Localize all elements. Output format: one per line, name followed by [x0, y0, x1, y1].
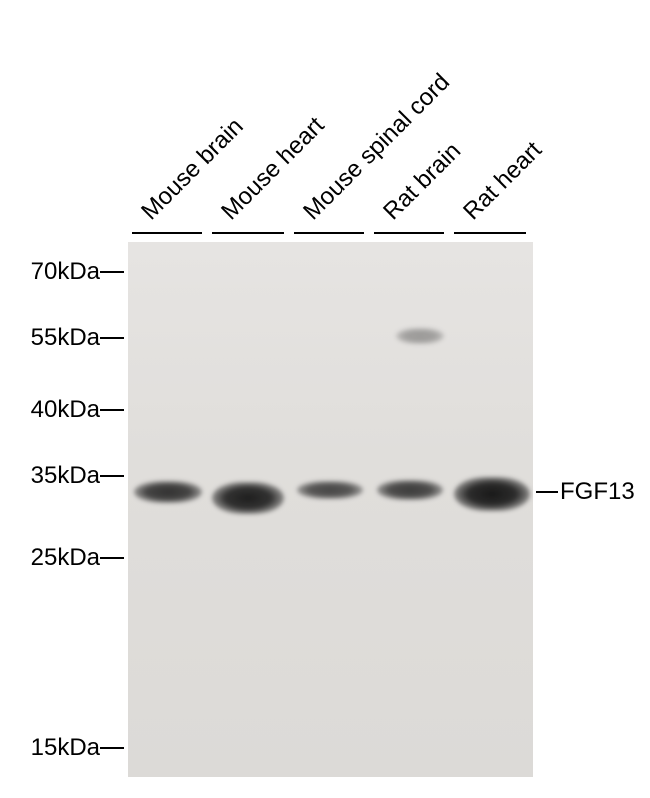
mw-marker-label: 15kDa	[31, 734, 100, 762]
lane-tick	[212, 232, 284, 234]
mw-marker-tick	[100, 271, 124, 273]
mw-marker-label: 25kDa	[31, 544, 100, 572]
mw-marker-label: 70kDa	[31, 258, 100, 286]
protein-band	[377, 480, 443, 500]
protein-band	[134, 481, 202, 503]
protein-band	[396, 328, 444, 344]
western-blot-figure: Mouse brainMouse heartMouse spinal cordR…	[0, 0, 650, 798]
target-label-tick	[536, 491, 558, 493]
protein-band	[297, 481, 363, 499]
lane-tick	[454, 232, 526, 234]
protein-band	[212, 482, 284, 514]
protein-band	[454, 477, 530, 511]
mw-marker-label: 40kDa	[31, 396, 100, 424]
lane-tick	[374, 232, 444, 234]
mw-marker-label: 35kDa	[31, 462, 100, 490]
mw-marker-tick	[100, 557, 124, 559]
mw-marker-tick	[100, 747, 124, 749]
lane-label: Rat heart	[458, 136, 548, 226]
target-protein-label: FGF13	[560, 478, 635, 506]
mw-marker-label: 55kDa	[31, 324, 100, 352]
lane-tick	[294, 232, 364, 234]
mw-marker-tick	[100, 475, 124, 477]
lane-tick	[132, 232, 202, 234]
mw-marker-tick	[100, 409, 124, 411]
mw-marker-tick	[100, 337, 124, 339]
lane-label: Mouse spinal cord	[298, 68, 456, 226]
